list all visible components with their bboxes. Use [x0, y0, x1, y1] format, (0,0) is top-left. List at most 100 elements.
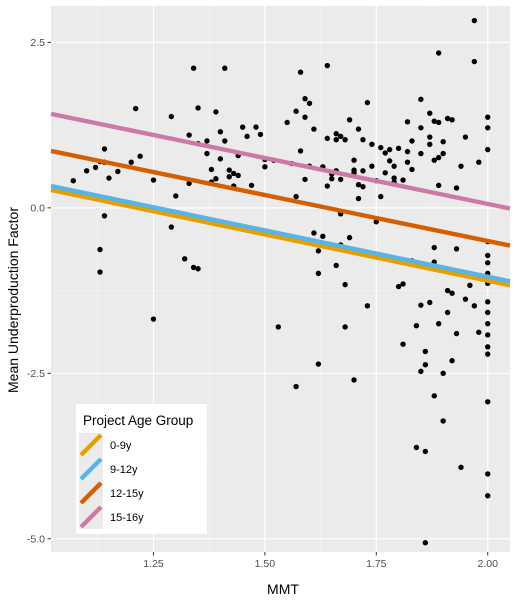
- x-axis-ticks: 1.25 1.50 1.75 2.00: [143, 552, 498, 570]
- data-point: [485, 332, 491, 338]
- data-point: [204, 150, 210, 157]
- data-point: [476, 329, 482, 335]
- trend-lines: [50, 111, 511, 288]
- data-point: [431, 157, 437, 163]
- data-point: [115, 168, 121, 175]
- trend-line-9-12y: [50, 183, 511, 284]
- data-point: [70, 178, 76, 184]
- data-point: [422, 448, 429, 455]
- trend-line-0-9y: [50, 187, 511, 288]
- data-point: [386, 158, 393, 164]
- data-point: [435, 182, 442, 189]
- data-point: [422, 362, 429, 368]
- data-point: [262, 164, 268, 170]
- data-point: [320, 233, 326, 240]
- data-point: [311, 230, 317, 236]
- data-point: [360, 136, 366, 143]
- data-point: [97, 246, 103, 253]
- data-point: [476, 159, 482, 165]
- data-point: [342, 324, 348, 330]
- data-point: [485, 260, 491, 266]
- data-point: [351, 377, 357, 383]
- data-point: [485, 252, 491, 259]
- data-point: [391, 175, 397, 181]
- y-tick-label: -2.5: [27, 368, 45, 380]
- data-point: [275, 324, 281, 330]
- data-point: [364, 303, 371, 309]
- data-point: [190, 264, 197, 271]
- data-point: [186, 180, 192, 187]
- data-point: [449, 290, 455, 296]
- data-point: [302, 95, 308, 102]
- data-point: [485, 344, 491, 350]
- data-point: [302, 176, 308, 183]
- data-point: [418, 125, 424, 131]
- data-point: [449, 117, 455, 123]
- x-tick-label: 1.75: [366, 558, 387, 570]
- data-point: [462, 134, 469, 140]
- data-point: [297, 69, 304, 75]
- data-point: [427, 134, 433, 140]
- data-point: [485, 351, 491, 357]
- data-point: [106, 175, 112, 181]
- data-point: [311, 126, 317, 132]
- data-point: [382, 150, 388, 156]
- legend-label-12-15y: 12-15y: [110, 488, 144, 500]
- data-point: [83, 168, 90, 174]
- data-point: [235, 172, 241, 179]
- data-point: [315, 248, 322, 254]
- data-point: [418, 150, 424, 157]
- x-axis-title: MMT: [267, 581, 299, 597]
- data-point: [293, 108, 299, 114]
- data-point: [485, 471, 491, 477]
- data-point: [137, 153, 143, 159]
- legend-key-15-16y: [79, 505, 103, 529]
- data-point: [186, 132, 192, 138]
- data-point: [239, 124, 246, 130]
- data-point: [364, 99, 371, 106]
- legend-title: Project Age Group: [83, 413, 193, 428]
- data-point: [315, 361, 322, 367]
- data-point: [400, 281, 406, 287]
- data-point: [97, 269, 103, 275]
- data-point: [195, 105, 201, 111]
- data-point: [395, 283, 402, 290]
- data-point: [485, 146, 491, 153]
- data-point: [222, 65, 228, 71]
- data-point: [168, 224, 175, 230]
- data-point: [346, 234, 353, 241]
- y-tick-label: 2.5: [30, 37, 45, 49]
- data-point: [471, 303, 478, 309]
- data-point: [418, 302, 424, 308]
- x-tick-label: 1.50: [255, 558, 276, 570]
- data-point: [435, 154, 442, 161]
- data-point: [427, 141, 433, 148]
- data-point: [351, 157, 357, 163]
- data-point: [413, 322, 420, 329]
- data-point: [329, 176, 335, 182]
- data-point: [431, 244, 437, 251]
- legend-label-0-9y: 0-9y: [110, 440, 132, 452]
- data-point: [467, 282, 473, 288]
- data-point: [458, 464, 464, 470]
- data-point: [485, 125, 491, 131]
- data-point: [422, 348, 429, 355]
- data-point: [395, 145, 402, 151]
- data-point: [485, 399, 491, 405]
- data-point: [360, 168, 366, 174]
- data-point: [208, 166, 215, 173]
- data-point: [453, 246, 460, 252]
- data-point: [226, 167, 232, 173]
- data-point: [337, 176, 344, 183]
- data-point: [226, 174, 232, 180]
- data-point: [369, 163, 375, 169]
- y-axis-ticks: 2.5 0.0 -2.5 -5.0: [27, 37, 51, 545]
- data-point: [440, 138, 446, 145]
- data-point: [315, 270, 322, 277]
- data-point: [386, 146, 393, 153]
- legend-key-0-9y: [79, 433, 103, 457]
- data-point: [400, 341, 406, 347]
- data-point: [128, 159, 134, 165]
- data-point: [391, 163, 397, 169]
